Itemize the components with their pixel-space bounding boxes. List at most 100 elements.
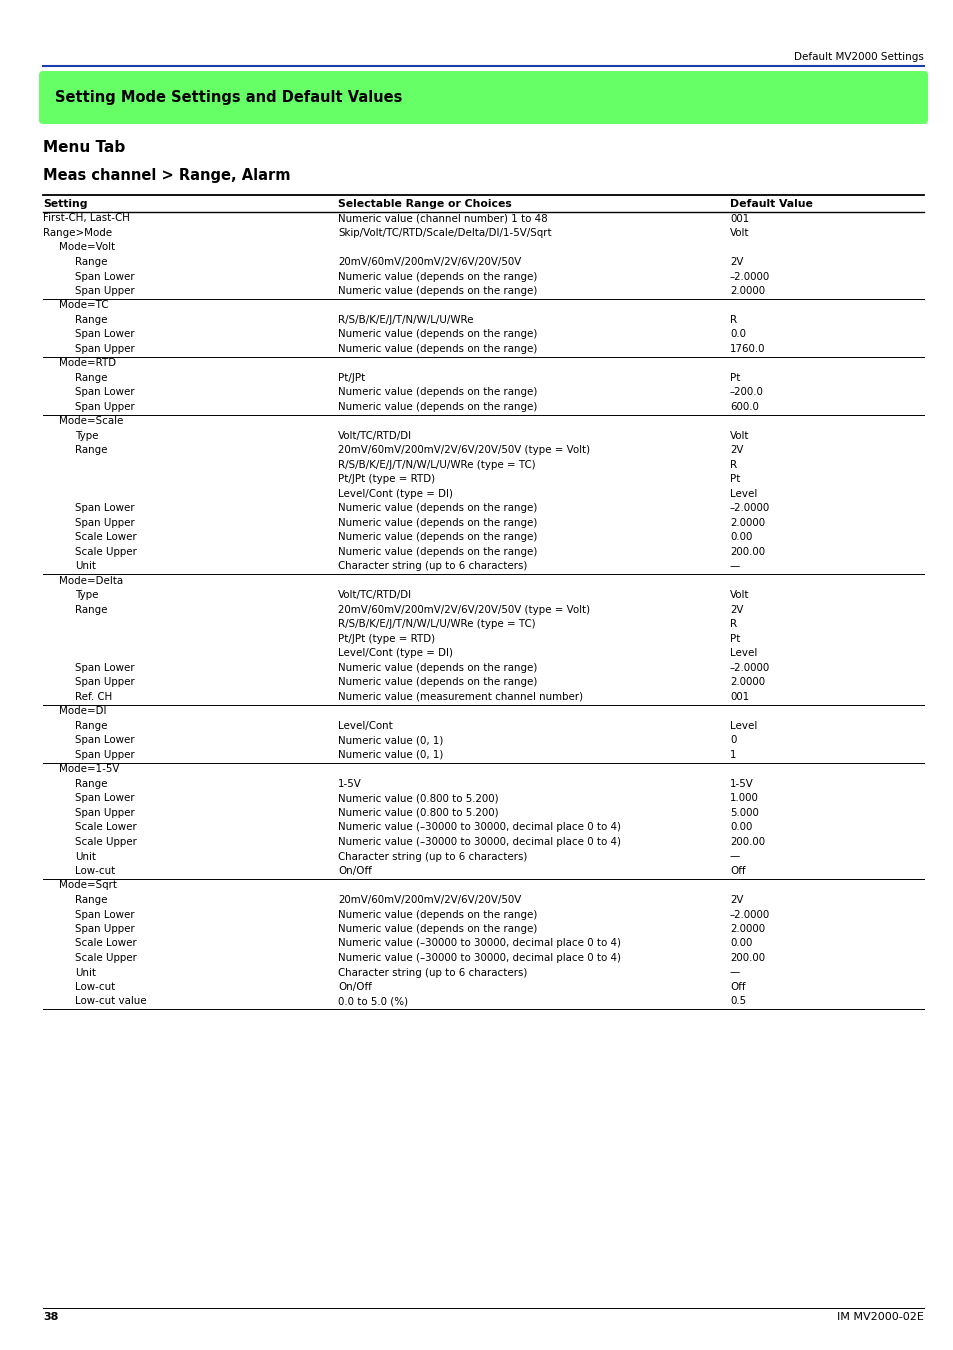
- Text: Setting Mode Settings and Default Values: Setting Mode Settings and Default Values: [55, 90, 402, 105]
- Text: Level/Cont (type = DI): Level/Cont (type = DI): [337, 648, 453, 659]
- Text: Level/Cont: Level/Cont: [337, 721, 393, 730]
- Text: –2.0000: –2.0000: [729, 271, 769, 282]
- Text: Pt/JPt: Pt/JPt: [337, 373, 365, 383]
- Text: Span Lower: Span Lower: [75, 736, 134, 745]
- Text: 2V: 2V: [729, 895, 742, 905]
- Text: Span Lower: Span Lower: [75, 387, 134, 397]
- Text: Span Upper: Span Upper: [75, 286, 134, 296]
- Text: Setting: Setting: [43, 198, 88, 209]
- Text: Scale Lower: Scale Lower: [75, 822, 136, 833]
- Text: Volt: Volt: [729, 431, 749, 441]
- Text: Scale Upper: Scale Upper: [75, 953, 136, 963]
- Text: R: R: [729, 315, 737, 325]
- Text: 1760.0: 1760.0: [729, 344, 764, 354]
- Text: Range: Range: [75, 779, 108, 788]
- Text: Mode=DI: Mode=DI: [59, 706, 107, 717]
- Text: Default Value: Default Value: [729, 198, 812, 209]
- Text: 2V: 2V: [729, 446, 742, 455]
- Text: Low-cut value: Low-cut value: [75, 996, 147, 1007]
- Text: 2.0000: 2.0000: [729, 678, 764, 687]
- Text: 600.0: 600.0: [729, 402, 758, 412]
- Text: Range: Range: [75, 895, 108, 905]
- Text: R/S/B/K/E/J/T/N/W/L/U/WRe (type = TC): R/S/B/K/E/J/T/N/W/L/U/WRe (type = TC): [337, 620, 535, 629]
- Text: Scale Upper: Scale Upper: [75, 837, 136, 846]
- Text: Scale Lower: Scale Lower: [75, 938, 136, 949]
- Text: Numeric value (depends on the range): Numeric value (depends on the range): [337, 923, 537, 934]
- Text: R/S/B/K/E/J/T/N/W/L/U/WRe: R/S/B/K/E/J/T/N/W/L/U/WRe: [337, 315, 473, 325]
- Text: Low-cut: Low-cut: [75, 865, 115, 876]
- Text: First-CH, Last-CH: First-CH, Last-CH: [43, 213, 130, 224]
- Text: Unit: Unit: [75, 562, 96, 571]
- Text: 001: 001: [729, 693, 748, 702]
- Text: Character string (up to 6 characters): Character string (up to 6 characters): [337, 852, 527, 861]
- Text: Pt: Pt: [729, 634, 740, 644]
- Text: Numeric value (0.800 to 5.200): Numeric value (0.800 to 5.200): [337, 809, 498, 818]
- Text: Mode=RTD: Mode=RTD: [59, 359, 116, 369]
- Text: Scale Lower: Scale Lower: [75, 532, 136, 543]
- Text: Span Upper: Span Upper: [75, 678, 134, 687]
- Text: Pt: Pt: [729, 474, 740, 485]
- Text: Numeric value (–30000 to 30000, decimal place 0 to 4): Numeric value (–30000 to 30000, decimal …: [337, 938, 620, 949]
- Text: Low-cut: Low-cut: [75, 981, 115, 992]
- Text: Volt: Volt: [729, 590, 749, 601]
- Text: Level: Level: [729, 648, 757, 659]
- Text: On/Off: On/Off: [337, 865, 372, 876]
- Text: Span Upper: Span Upper: [75, 402, 134, 412]
- Text: Numeric value (depends on the range): Numeric value (depends on the range): [337, 387, 537, 397]
- Text: Unit: Unit: [75, 968, 96, 977]
- Text: R/S/B/K/E/J/T/N/W/L/U/WRe (type = TC): R/S/B/K/E/J/T/N/W/L/U/WRe (type = TC): [337, 460, 535, 470]
- Text: –2.0000: –2.0000: [729, 663, 769, 674]
- Text: Numeric value (depends on the range): Numeric value (depends on the range): [337, 910, 537, 919]
- Text: 0.00: 0.00: [729, 822, 752, 833]
- Text: On/Off: On/Off: [337, 981, 372, 992]
- Text: 20mV/60mV/200mV/2V/6V/20V/50V (type = Volt): 20mV/60mV/200mV/2V/6V/20V/50V (type = Vo…: [337, 446, 590, 455]
- Text: Range: Range: [75, 446, 108, 455]
- Text: Span Lower: Span Lower: [75, 329, 134, 339]
- Text: Numeric value (depends on the range): Numeric value (depends on the range): [337, 329, 537, 339]
- Text: 2V: 2V: [729, 256, 742, 267]
- Text: Span Lower: Span Lower: [75, 504, 134, 513]
- Text: 0.00: 0.00: [729, 532, 752, 543]
- Text: Numeric value (depends on the range): Numeric value (depends on the range): [337, 402, 537, 412]
- Text: Off: Off: [729, 865, 744, 876]
- Text: 38: 38: [43, 1312, 58, 1322]
- Text: Volt/TC/RTD/DI: Volt/TC/RTD/DI: [337, 590, 412, 601]
- Text: Numeric value (–30000 to 30000, decimal place 0 to 4): Numeric value (–30000 to 30000, decimal …: [337, 837, 620, 846]
- Text: 0.0: 0.0: [729, 329, 745, 339]
- Text: Numeric value (depends on the range): Numeric value (depends on the range): [337, 547, 537, 558]
- Text: Ref. CH: Ref. CH: [75, 693, 112, 702]
- Text: Range: Range: [75, 605, 108, 616]
- Text: Range: Range: [75, 373, 108, 383]
- Text: 20mV/60mV/200mV/2V/6V/20V/50V: 20mV/60mV/200mV/2V/6V/20V/50V: [337, 895, 520, 905]
- Text: IM MV2000-02E: IM MV2000-02E: [836, 1312, 923, 1322]
- Text: 20mV/60mV/200mV/2V/6V/20V/50V (type = Volt): 20mV/60mV/200mV/2V/6V/20V/50V (type = Vo…: [337, 605, 590, 616]
- Text: Numeric value (depends on the range): Numeric value (depends on the range): [337, 678, 537, 687]
- Text: Level: Level: [729, 721, 757, 730]
- Text: Numeric value (depends on the range): Numeric value (depends on the range): [337, 504, 537, 513]
- Text: –2.0000: –2.0000: [729, 910, 769, 919]
- Text: Numeric value (depends on the range): Numeric value (depends on the range): [337, 663, 537, 674]
- Text: 001: 001: [729, 213, 748, 224]
- Text: Numeric value (depends on the range): Numeric value (depends on the range): [337, 532, 537, 543]
- Text: —: —: [729, 562, 740, 571]
- Text: 200.00: 200.00: [729, 837, 764, 846]
- Text: 1-5V: 1-5V: [729, 779, 753, 788]
- Text: 2.0000: 2.0000: [729, 923, 764, 934]
- Text: Numeric value (depends on the range): Numeric value (depends on the range): [337, 518, 537, 528]
- Text: Span Upper: Span Upper: [75, 923, 134, 934]
- Text: Numeric value (0, 1): Numeric value (0, 1): [337, 751, 443, 760]
- Text: Level/Cont (type = DI): Level/Cont (type = DI): [337, 489, 453, 500]
- Text: 5.000: 5.000: [729, 809, 758, 818]
- Text: Mode=Scale: Mode=Scale: [59, 417, 123, 427]
- Text: 0.0 to 5.0 (%): 0.0 to 5.0 (%): [337, 996, 408, 1007]
- Text: 0: 0: [729, 736, 736, 745]
- Text: Skip/Volt/TC/RTD/Scale/Delta/DI/1-5V/Sqrt: Skip/Volt/TC/RTD/Scale/Delta/DI/1-5V/Sqr…: [337, 228, 551, 238]
- Text: Mode=1-5V: Mode=1-5V: [59, 764, 119, 775]
- Text: Span Lower: Span Lower: [75, 794, 134, 803]
- Text: 2V: 2V: [729, 605, 742, 616]
- Text: Mode=Sqrt: Mode=Sqrt: [59, 880, 117, 891]
- Text: Numeric value (0.800 to 5.200): Numeric value (0.800 to 5.200): [337, 794, 498, 803]
- Text: 1: 1: [729, 751, 736, 760]
- Text: Unit: Unit: [75, 852, 96, 861]
- Text: Default MV2000 Settings: Default MV2000 Settings: [793, 53, 923, 62]
